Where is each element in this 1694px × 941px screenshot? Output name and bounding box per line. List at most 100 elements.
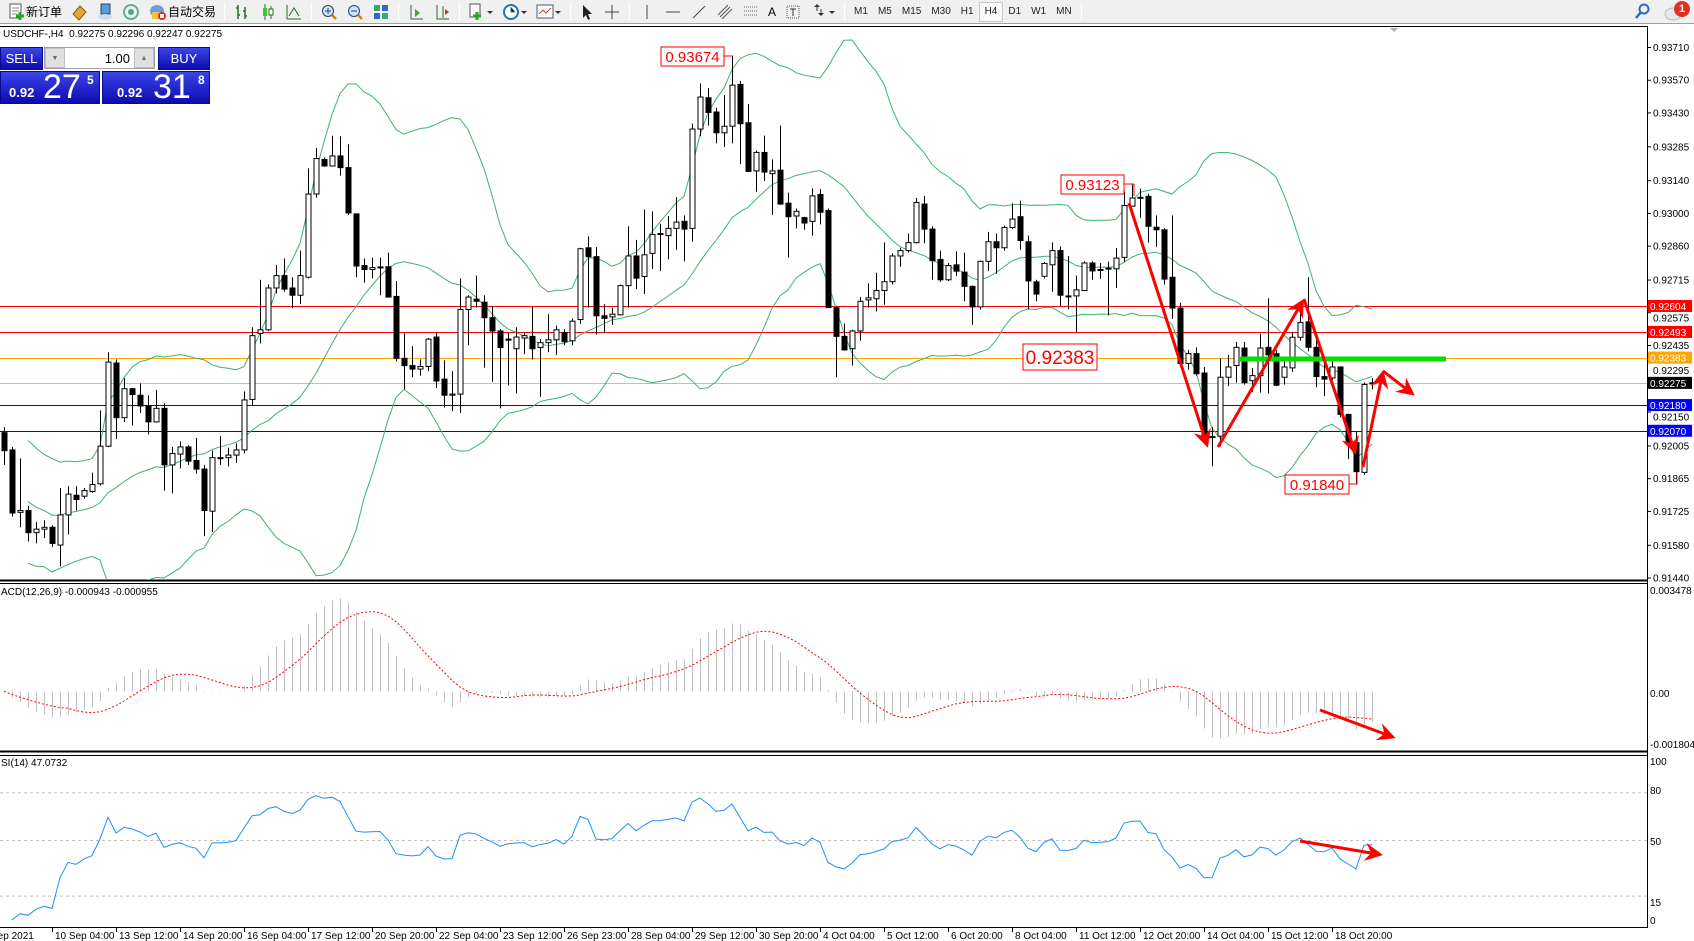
candle [1185, 349, 1192, 370]
candle [1049, 242, 1056, 292]
horizontal-line-button[interactable] [660, 1, 686, 23]
gold-bar-icon [72, 4, 87, 21]
new-order-button[interactable]: 新订单 [4, 1, 66, 23]
price-tick-label: 0.92295 [1653, 366, 1690, 377]
equidistant-channel-button[interactable] [712, 1, 738, 23]
high-price-label[interactable]: 0.93674 [660, 46, 733, 67]
candle [401, 333, 408, 390]
candle-body [1369, 382, 1376, 385]
level-price-tag [1648, 351, 1692, 364]
lot-size-input[interactable]: 1.00 [104, 50, 130, 66]
crosshair-button[interactable] [599, 1, 625, 23]
level-price-tag [1648, 376, 1692, 389]
vertical-line-icon [646, 4, 648, 19]
timeframe-m5[interactable]: M5 [877, 6, 892, 17]
level-price-label[interactable]: 0.92383 [1022, 343, 1098, 371]
candlestick-chart-button[interactable] [255, 1, 281, 23]
line-chart-button[interactable] [281, 1, 307, 23]
candle-body [41, 526, 48, 530]
text-tool-button[interactable]: A [764, 1, 780, 23]
chart-shift-button[interactable] [429, 1, 455, 23]
timeframe-m1[interactable]: M1 [854, 6, 868, 17]
candle-body [1233, 346, 1240, 367]
crosshair-icon [605, 4, 620, 19]
notifications-button[interactable]: 1 [1664, 1, 1690, 23]
cursor-button[interactable] [575, 1, 599, 23]
price-tick-label: 0.93570 [1653, 76, 1690, 87]
lot-decrease-button[interactable]: ▼ [45, 48, 65, 68]
candle [561, 329, 568, 346]
candle [977, 260, 984, 310]
arrow-down-2[interactable] [1302, 298, 1359, 455]
timeframe-d1[interactable]: D1 [1008, 6, 1022, 17]
low-price-label[interactable]: 0.91840 [1284, 472, 1358, 495]
candle [273, 264, 280, 294]
candlestick-icon [263, 3, 274, 20]
candle [753, 150, 760, 192]
candle [609, 307, 616, 325]
candle [833, 305, 840, 378]
candle-body [881, 281, 888, 292]
signals-button[interactable] [118, 1, 144, 23]
trendline-button[interactable] [686, 1, 712, 23]
indicators-icon [469, 3, 494, 20]
candle [945, 262, 952, 281]
buy-price-box[interactable]: 0.92 31 8 [102, 71, 210, 104]
indicators-button[interactable] [464, 1, 498, 23]
label-box [1022, 343, 1098, 371]
timeframe-m30[interactable]: M30 [931, 6, 951, 17]
candle [545, 314, 552, 353]
candle [929, 226, 936, 280]
zoom-out-button[interactable] [342, 1, 368, 23]
macd-axis-label: 0.00 [1650, 689, 1670, 700]
tile-windows-button[interactable] [368, 1, 394, 23]
market-watch-button[interactable] [66, 1, 92, 23]
zoom-in-button[interactable] [316, 1, 342, 23]
candle-body [673, 221, 680, 229]
lot-size-field[interactable]: ▼ 1.00 ▲ [44, 47, 155, 69]
candle [729, 55, 736, 144]
candle-body [1009, 218, 1016, 228]
arrows-button[interactable] [806, 1, 840, 23]
candle-body [225, 454, 232, 459]
auto-scroll-button[interactable] [403, 1, 429, 23]
timeframe-mn[interactable]: MN [1056, 6, 1072, 17]
candle [129, 388, 136, 426]
timeframe-m15[interactable]: M15 [901, 6, 922, 17]
candle [1065, 255, 1072, 310]
candle-body [161, 407, 168, 466]
periods-button[interactable] [498, 1, 532, 23]
vertical-line-button[interactable] [634, 1, 660, 23]
lot-increase-button[interactable]: ▲ [134, 48, 154, 68]
rsi-divergence-arrow[interactable] [1299, 839, 1383, 861]
arrow-down-1[interactable] [1127, 202, 1211, 448]
arrow-up-1[interactable] [1216, 298, 1305, 448]
timeframe-w1[interactable]: W1 [1031, 6, 1047, 17]
candle [185, 445, 192, 465]
search-icon[interactable] [1634, 3, 1650, 21]
fibonacci-button[interactable] [738, 1, 764, 23]
swing-high-price-label[interactable]: 0.93123 [1060, 174, 1135, 196]
buy-button[interactable]: BUY [158, 47, 210, 70]
templates-button[interactable] [532, 1, 566, 23]
macd-divergence-arrow[interactable] [1319, 708, 1396, 741]
chart-frame [0, 26, 1648, 928]
candle [625, 226, 632, 308]
text-label-button[interactable] [780, 1, 806, 23]
arrow-down-projection[interactable] [1382, 369, 1415, 396]
chart-shift-marker-icon[interactable] [1390, 28, 1398, 32]
arrow-up-2[interactable] [1361, 370, 1389, 468]
navigator-button[interactable] [92, 1, 118, 23]
sell-button[interactable]: SELL [0, 47, 43, 70]
timeframe-h4[interactable]: H4 [978, 1, 1004, 22]
candle-body [489, 317, 496, 332]
rsi-line [11, 795, 1373, 921]
price-tick-label: 0.91725 [1653, 507, 1690, 518]
timeframe-h1[interactable]: H1 [960, 6, 974, 17]
bar-chart-button[interactable] [229, 1, 255, 23]
auto-trading-button[interactable]: 自动交易 [144, 1, 220, 23]
candle [801, 216, 808, 230]
sell-price-box[interactable]: 0.92 27 5 [0, 71, 100, 104]
label-box [1284, 474, 1350, 495]
